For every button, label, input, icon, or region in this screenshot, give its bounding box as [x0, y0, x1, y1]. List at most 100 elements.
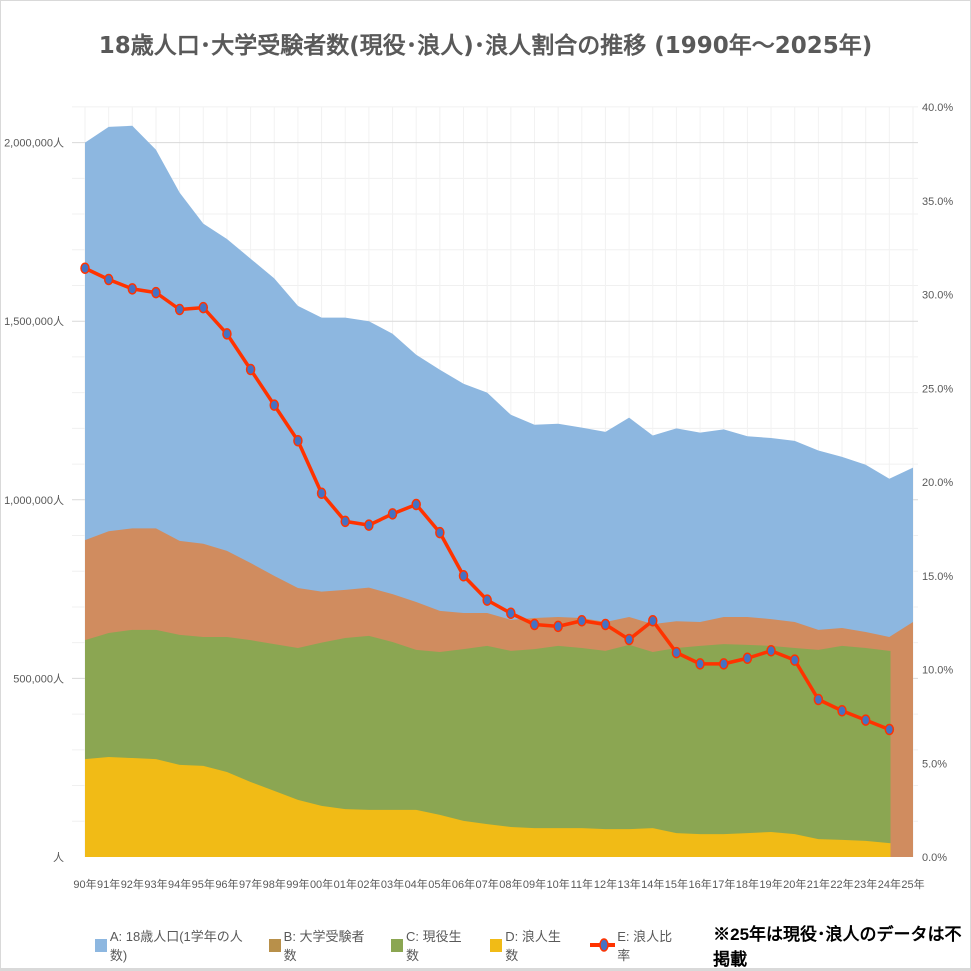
ratio-marker	[553, 620, 563, 633]
y-right-tick-label: 5.0%	[922, 758, 947, 770]
legend-line-marker-icon	[589, 938, 616, 952]
x-tick-label: 14年	[641, 877, 664, 891]
legend-swatch-a	[95, 938, 107, 952]
x-tick-label: 03年	[381, 877, 404, 891]
ratio-marker	[387, 508, 398, 520]
x-tick-label: 23年	[854, 877, 877, 891]
ratio-marker	[789, 654, 800, 666]
ratio-marker	[529, 618, 540, 631]
x-tick-label: 01年	[334, 877, 357, 891]
ratio-marker	[245, 363, 256, 376]
ratio-marker	[222, 328, 232, 340]
legend-label-c: C: 現役生数	[406, 929, 462, 963]
y-left-tick-label: 1,000,000人	[4, 494, 64, 507]
x-tick-label: 07年	[476, 877, 499, 891]
ratio-marker	[695, 658, 705, 670]
ratio-marker	[766, 645, 776, 657]
x-tick-label: 94年	[168, 877, 191, 891]
y-left-tick-label: 500,000人	[13, 672, 64, 685]
legend-label-d: D: 浪人生数	[505, 929, 561, 963]
ratio-marker	[648, 615, 658, 627]
x-tick-label: 98年	[263, 877, 286, 891]
y-left-tick-label: 1,500,000人	[4, 315, 64, 328]
legend-label-b: B: 大学受験者数	[283, 929, 365, 963]
legend-item-b: B: 大学受験者数	[268, 926, 369, 964]
legend-swatch-d	[490, 938, 503, 952]
x-tick-label: 04年	[405, 877, 428, 891]
x-tick-label: 25年	[901, 877, 924, 891]
ratio-marker	[458, 570, 469, 582]
legend-item-e: E: 浪人比率	[589, 926, 679, 964]
ratio-marker	[151, 286, 161, 299]
x-tick-label: 20年	[783, 877, 806, 891]
chart-title: 18歳人口･大学受験者数(現役･浪人)･浪人割合の推移 (1990年～2025年…	[98, 33, 873, 59]
y-right-tick-label: 35.0%	[922, 196, 953, 208]
legend-label-e: E: 浪人比率	[617, 929, 673, 963]
x-tick-label: 90年	[73, 877, 96, 891]
ratio-marker	[671, 646, 682, 659]
ratio-marker	[506, 607, 516, 619]
ratio-marker	[293, 435, 303, 447]
x-tick-label: 24年	[878, 877, 901, 891]
ratio-marker	[198, 301, 209, 314]
ratio-marker	[884, 723, 895, 736]
y-right-tick-label: 20.0%	[922, 477, 953, 489]
ratio-marker	[411, 498, 421, 511]
x-tick-label: 11年	[571, 877, 593, 891]
x-tick-label: 15年	[665, 877, 688, 891]
legend-item-a: A: 18歳人口(1学年の人数)	[95, 926, 247, 964]
ratio-marker	[718, 658, 729, 670]
x-tick-label: 17年	[712, 877, 735, 891]
ratio-marker	[482, 594, 492, 606]
y-right-tick-label: 15.0%	[922, 571, 953, 583]
chart-note: ※25年は現役･浪人のデータは不掲載	[713, 925, 962, 969]
ratio-marker	[127, 283, 138, 295]
ratio-marker	[80, 262, 90, 274]
x-tick-label: 22年	[830, 877, 853, 891]
ratio-marker	[860, 714, 871, 726]
x-tick-label: 02年	[357, 877, 380, 891]
x-tick-label: 06年	[452, 877, 475, 891]
legend-item-d: D: 浪人生数	[490, 926, 567, 964]
ratio-marker	[364, 519, 374, 531]
ratio-marker	[837, 705, 847, 717]
ratio-marker	[174, 303, 185, 316]
x-tick-label: 10年	[547, 877, 570, 891]
ratio-marker	[316, 487, 327, 499]
x-tick-label: 92年	[121, 877, 144, 891]
x-tick-label: 05年	[428, 877, 451, 891]
y-right-tick-label: 25.0%	[922, 383, 953, 395]
legend-label-a: A: 18歳人口(1学年の人数)	[109, 929, 243, 963]
ratio-marker	[813, 693, 824, 706]
y-right-tick-label: 40.0%	[922, 102, 953, 114]
y-right-tick-label: 0.0%	[922, 852, 947, 864]
y-right-tick-label: 30.0%	[922, 290, 953, 302]
x-tick-label: 12年	[594, 877, 617, 891]
y-left-tick-label: 2,000,000人	[4, 137, 64, 150]
x-tick-label: 95年	[192, 877, 215, 891]
ratio-marker	[340, 515, 350, 528]
x-tick-label: 16年	[688, 877, 711, 891]
ratio-marker	[600, 618, 611, 631]
ratio-marker	[435, 526, 445, 539]
legend: A: 18歳人口(1学年の人数) B: 大学受験者数 C: 現役生数 D: 浪人…	[95, 920, 971, 970]
ratio-marker	[103, 273, 114, 286]
x-tick-label: 93年	[144, 877, 167, 891]
x-tick-label: 19年	[759, 877, 782, 891]
x-tick-label: 96年	[215, 877, 238, 891]
legend-item-c: C: 現役生数	[391, 926, 468, 964]
x-tick-label: 91年	[97, 877, 120, 891]
ratio-marker	[269, 399, 280, 411]
legend-swatch-c	[391, 938, 403, 952]
x-tick-label: 99年	[286, 877, 309, 891]
y-right-tick-label: 10.0%	[922, 665, 953, 677]
x-tick-label: 21年	[807, 877, 830, 891]
ratio-marker	[577, 615, 587, 627]
ratio-marker	[742, 652, 753, 664]
x-tick-label: 09年	[523, 877, 546, 891]
x-tick-label: 08年	[499, 877, 522, 891]
x-tick-label: 97年	[239, 877, 262, 891]
legend-swatch-b	[268, 938, 281, 952]
ratio-marker	[624, 633, 634, 646]
